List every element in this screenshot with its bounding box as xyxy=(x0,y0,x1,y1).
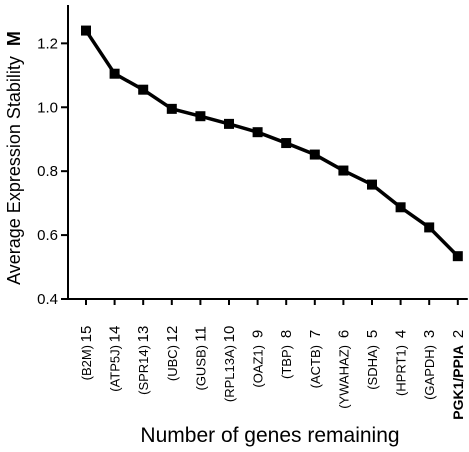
x-tick-gene-label: (GUSB) xyxy=(193,345,208,391)
x-axis: 15 (B2M) 14 (ATP5J) 13 (SPR14) 12 (UBC) 11 (GUSB)… xyxy=(68,298,468,420)
x-tick-number: 9 xyxy=(250,330,267,338)
x-tick-gene-label: (RPL13A) xyxy=(222,345,237,402)
y-tick-label: 1.0 xyxy=(37,99,58,116)
data-point-marker xyxy=(195,111,206,122)
x-tick-gene-label: (ACTB) xyxy=(308,345,323,388)
y-tick-label: 0.4 xyxy=(37,291,58,308)
y-axis-title-text: Average Expression Stability xyxy=(4,56,24,285)
data-point-marker xyxy=(224,118,234,129)
x-tick-gene-label: (GAPDH) xyxy=(422,345,437,400)
x-tick-gene-label: (YWAHAZ) xyxy=(336,345,351,409)
x-tick-gene-label: (SPR14) xyxy=(136,345,151,395)
x-tick-number: 15 xyxy=(78,326,95,343)
x-tick-gene-label: (B2M) xyxy=(79,345,94,380)
x-tick-number: 6 xyxy=(335,330,352,338)
x-tick-number: 11 xyxy=(192,326,209,342)
data-point-marker xyxy=(309,149,320,160)
x-tick-gene-label: (HPRT1) xyxy=(394,345,409,396)
x-axis-title: Number of genes remaining xyxy=(140,424,399,447)
y-axis: 0.4 0.6 0.8 1.0 1.2 xyxy=(37,5,69,308)
x-tick-number: 13 xyxy=(135,326,152,343)
x-tick-number: 4 xyxy=(393,330,410,338)
x-tick-gene-label: (SDHA) xyxy=(365,345,380,390)
y-axis-title: Average Expression Stability M xyxy=(4,31,24,285)
x-tick-number: 7 xyxy=(307,330,324,338)
y-tick-label: 0.8 xyxy=(37,163,58,180)
data-point-marker xyxy=(138,84,149,95)
x-tick-number: 3 xyxy=(421,330,438,338)
data-point-marker xyxy=(281,138,292,149)
data-point-marker xyxy=(395,202,406,213)
y-axis-title-symbol: M xyxy=(4,31,24,46)
x-tick-gene-label: (TBP) xyxy=(279,345,294,379)
x-tick-gene-label: PGK1/PPIA xyxy=(450,345,466,420)
data-point-marker xyxy=(109,68,120,79)
x-tick-number: 5 xyxy=(364,330,381,338)
data-point-marker xyxy=(338,165,349,176)
data-point-marker xyxy=(81,25,91,36)
data-point-marker xyxy=(166,103,177,114)
data-point-marker xyxy=(367,179,377,190)
y-tick-label: 1.2 xyxy=(37,35,58,52)
x-tick-gene-label: (UBC) xyxy=(165,345,180,381)
x-tick-number: 2 xyxy=(450,330,467,338)
x-tick-number: 12 xyxy=(164,326,181,343)
stability-series xyxy=(81,25,463,262)
y-tick-label: 0.6 xyxy=(37,227,58,244)
x-tick-gene-label: (ATP5J) xyxy=(108,345,123,392)
data-point-marker xyxy=(252,127,263,138)
x-tick-number: 14 xyxy=(107,326,124,343)
x-tick-gene-label: (OAZ1) xyxy=(251,345,266,388)
x-tick-number: 10 xyxy=(221,326,238,343)
data-point-marker xyxy=(452,251,463,262)
data-point-marker xyxy=(424,222,435,233)
x-tick-number: 8 xyxy=(278,330,295,338)
series-line xyxy=(84,29,460,258)
